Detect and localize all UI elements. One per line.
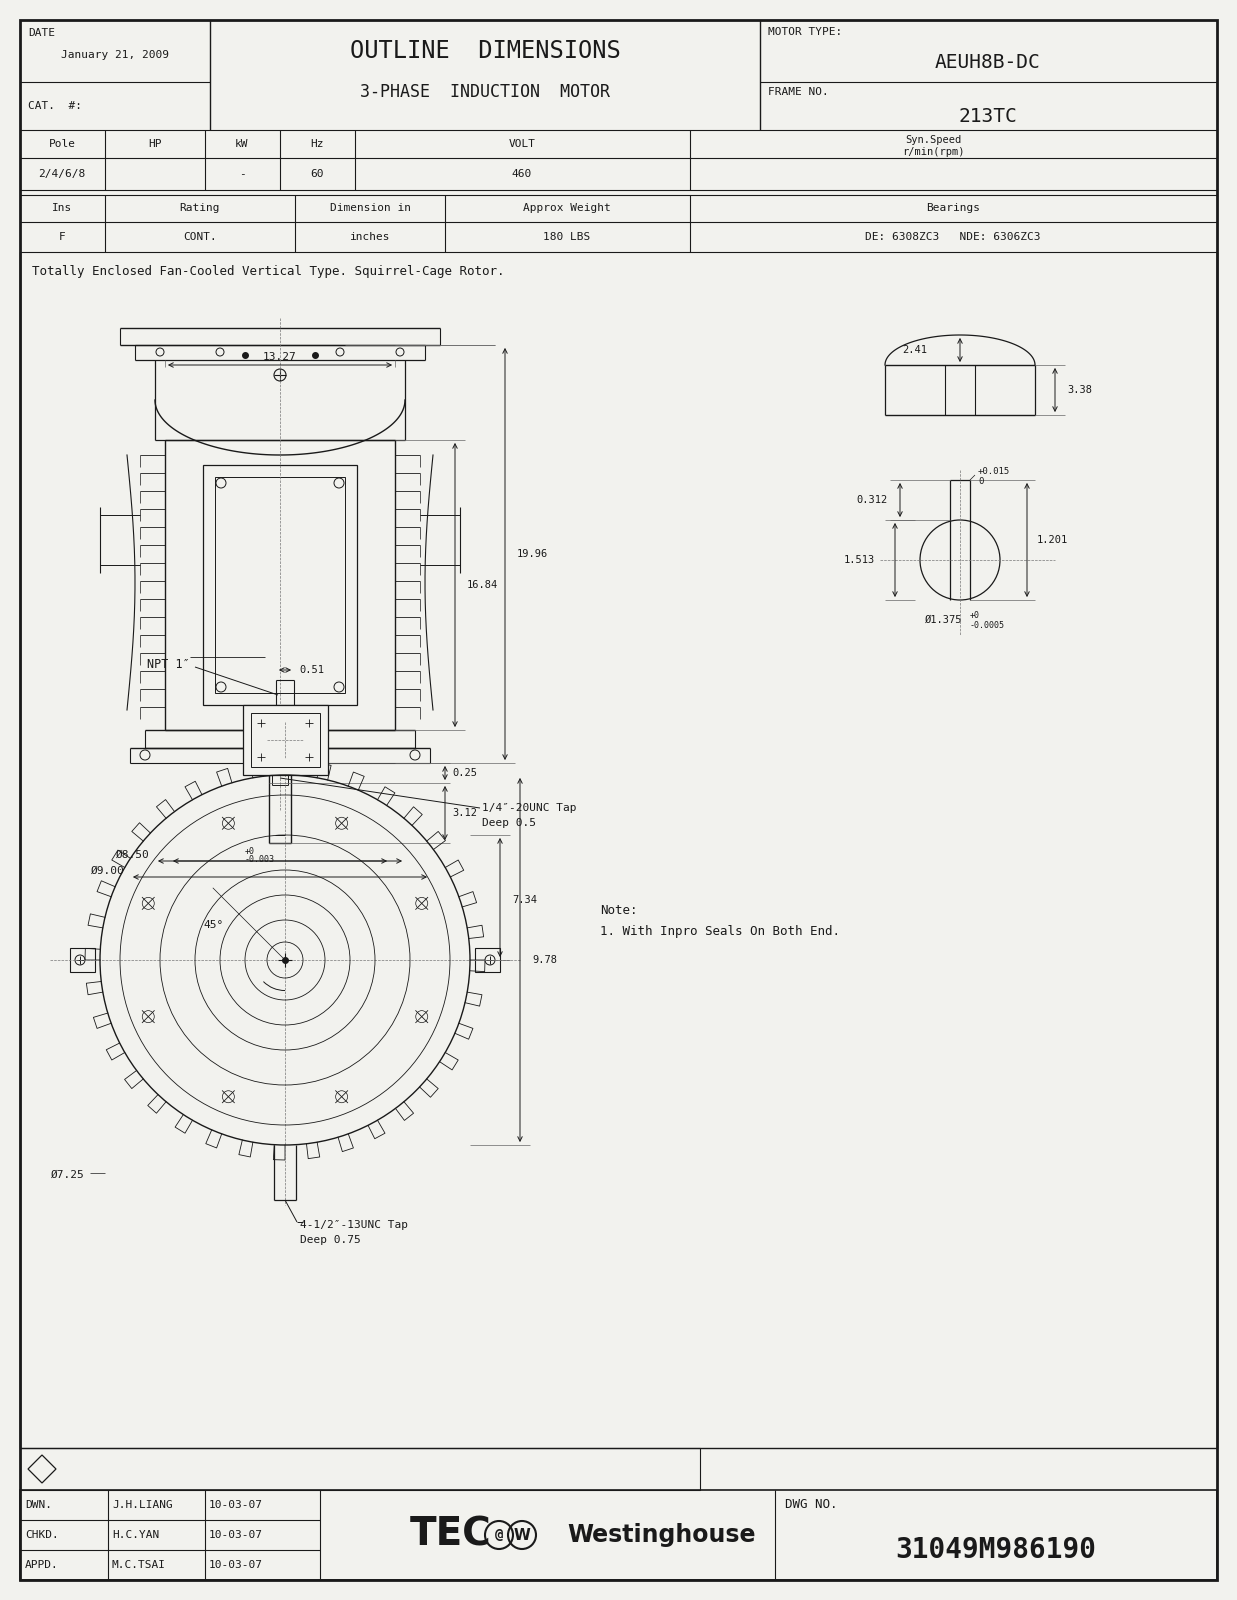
Text: TEC: TEC <box>411 1517 492 1554</box>
Text: +0: +0 <box>245 846 255 856</box>
Text: Hz: Hz <box>310 139 324 149</box>
Text: 10-03-07: 10-03-07 <box>209 1501 263 1510</box>
Text: 1.201: 1.201 <box>1037 534 1069 546</box>
Text: J.H.LIANG: J.H.LIANG <box>113 1501 173 1510</box>
Text: 16.84: 16.84 <box>468 579 499 590</box>
Text: CAT.  #:: CAT. #: <box>28 101 82 110</box>
Text: r/min(rpm): r/min(rpm) <box>902 147 965 157</box>
Text: 10-03-07: 10-03-07 <box>209 1560 263 1570</box>
Text: +0: +0 <box>970 611 980 619</box>
Text: +0.015: +0.015 <box>978 467 1011 477</box>
Text: 13.27: 13.27 <box>263 352 297 362</box>
Bar <box>215 477 345 693</box>
Text: -: - <box>239 170 245 179</box>
Text: OUTLINE  DIMENSIONS: OUTLINE DIMENSIONS <box>350 38 621 62</box>
Text: 2/4/6/8: 2/4/6/8 <box>38 170 85 179</box>
Text: 1/4″-20UNC Tap: 1/4″-20UNC Tap <box>482 803 576 813</box>
Text: 0.25: 0.25 <box>452 768 477 778</box>
Text: Bearings: Bearings <box>927 203 980 213</box>
Text: 1.513: 1.513 <box>844 555 875 565</box>
Text: 460: 460 <box>512 170 532 179</box>
Bar <box>20 1490 1217 1581</box>
Text: 60: 60 <box>310 170 324 179</box>
Text: Ø9.00: Ø9.00 <box>92 866 125 877</box>
Text: Totally Enclosed Fan-Cooled Vertical Type. Squirrel-Cage Rotor.: Totally Enclosed Fan-Cooled Vertical Typ… <box>32 266 505 278</box>
Text: Ø8.50: Ø8.50 <box>116 850 150 861</box>
Text: DWG NO.: DWG NO. <box>785 1499 837 1512</box>
Text: CHKD.: CHKD. <box>25 1530 58 1539</box>
Text: -0.0005: -0.0005 <box>970 621 1004 630</box>
Text: NPT 1″: NPT 1″ <box>147 659 190 672</box>
Text: 213TC: 213TC <box>959 107 1017 125</box>
Text: Deep 0.5: Deep 0.5 <box>482 818 536 829</box>
Bar <box>20 1448 700 1490</box>
Text: DATE: DATE <box>28 27 54 38</box>
Text: 10-03-07: 10-03-07 <box>209 1530 263 1539</box>
Text: Syn.Speed: Syn.Speed <box>905 134 961 146</box>
Text: W: W <box>513 1528 531 1542</box>
Text: 0: 0 <box>978 477 983 486</box>
Text: 19.96: 19.96 <box>517 549 548 558</box>
Text: Pole: Pole <box>48 139 75 149</box>
Text: DWN.: DWN. <box>25 1501 52 1510</box>
Text: FRAME NO.: FRAME NO. <box>768 86 829 98</box>
Text: Deep 0.75: Deep 0.75 <box>301 1235 361 1245</box>
Text: -0.003: -0.003 <box>245 854 275 864</box>
Text: 0.312: 0.312 <box>857 494 888 506</box>
Text: Westinghouse: Westinghouse <box>567 1523 756 1547</box>
Text: kW: kW <box>235 139 249 149</box>
Text: 3.12: 3.12 <box>452 808 477 818</box>
Text: Ø1.375: Ø1.375 <box>925 614 962 626</box>
Text: 1. With Inpro Seals On Both End.: 1. With Inpro Seals On Both End. <box>600 925 840 939</box>
Text: MOTOR TYPE:: MOTOR TYPE: <box>768 27 842 37</box>
Text: 7.34: 7.34 <box>512 894 537 906</box>
Text: VOLT: VOLT <box>508 139 536 149</box>
Text: 31049M986190: 31049M986190 <box>896 1536 1096 1565</box>
Text: 3-PHASE  INDUCTION  MOTOR: 3-PHASE INDUCTION MOTOR <box>360 83 610 101</box>
Text: 180 LBS: 180 LBS <box>543 232 590 242</box>
Bar <box>203 466 357 706</box>
Text: HP: HP <box>148 139 162 149</box>
Text: January 21, 2009: January 21, 2009 <box>61 50 169 59</box>
Text: Ø7.25: Ø7.25 <box>51 1170 85 1181</box>
Text: Dimension in: Dimension in <box>329 203 411 213</box>
Text: 3.38: 3.38 <box>1068 386 1092 395</box>
Text: H.C.YAN: H.C.YAN <box>113 1530 160 1539</box>
Text: DE: 6308ZC3   NDE: 6306ZC3: DE: 6308ZC3 NDE: 6306ZC3 <box>865 232 1040 242</box>
Text: 9.78: 9.78 <box>532 955 557 965</box>
Text: inches: inches <box>350 232 390 242</box>
Text: 4-1/2″-13UNC Tap: 4-1/2″-13UNC Tap <box>301 1219 408 1230</box>
Text: Rating: Rating <box>179 203 220 213</box>
Text: F: F <box>58 232 66 242</box>
Text: APPD.: APPD. <box>25 1560 58 1570</box>
Text: 45°: 45° <box>204 920 224 930</box>
Text: M.C.TSAI: M.C.TSAI <box>113 1560 166 1570</box>
Text: @: @ <box>495 1528 503 1542</box>
Text: Note:: Note: <box>600 904 637 917</box>
Bar <box>242 706 328 774</box>
Bar <box>251 714 320 766</box>
Text: AEUH8B-DC: AEUH8B-DC <box>935 53 1040 72</box>
Text: Ins: Ins <box>52 203 72 213</box>
Text: Approx Weight: Approx Weight <box>523 203 611 213</box>
Text: 0.51: 0.51 <box>299 666 324 675</box>
Text: CONT.: CONT. <box>183 232 216 242</box>
Text: 2.41: 2.41 <box>903 346 928 355</box>
